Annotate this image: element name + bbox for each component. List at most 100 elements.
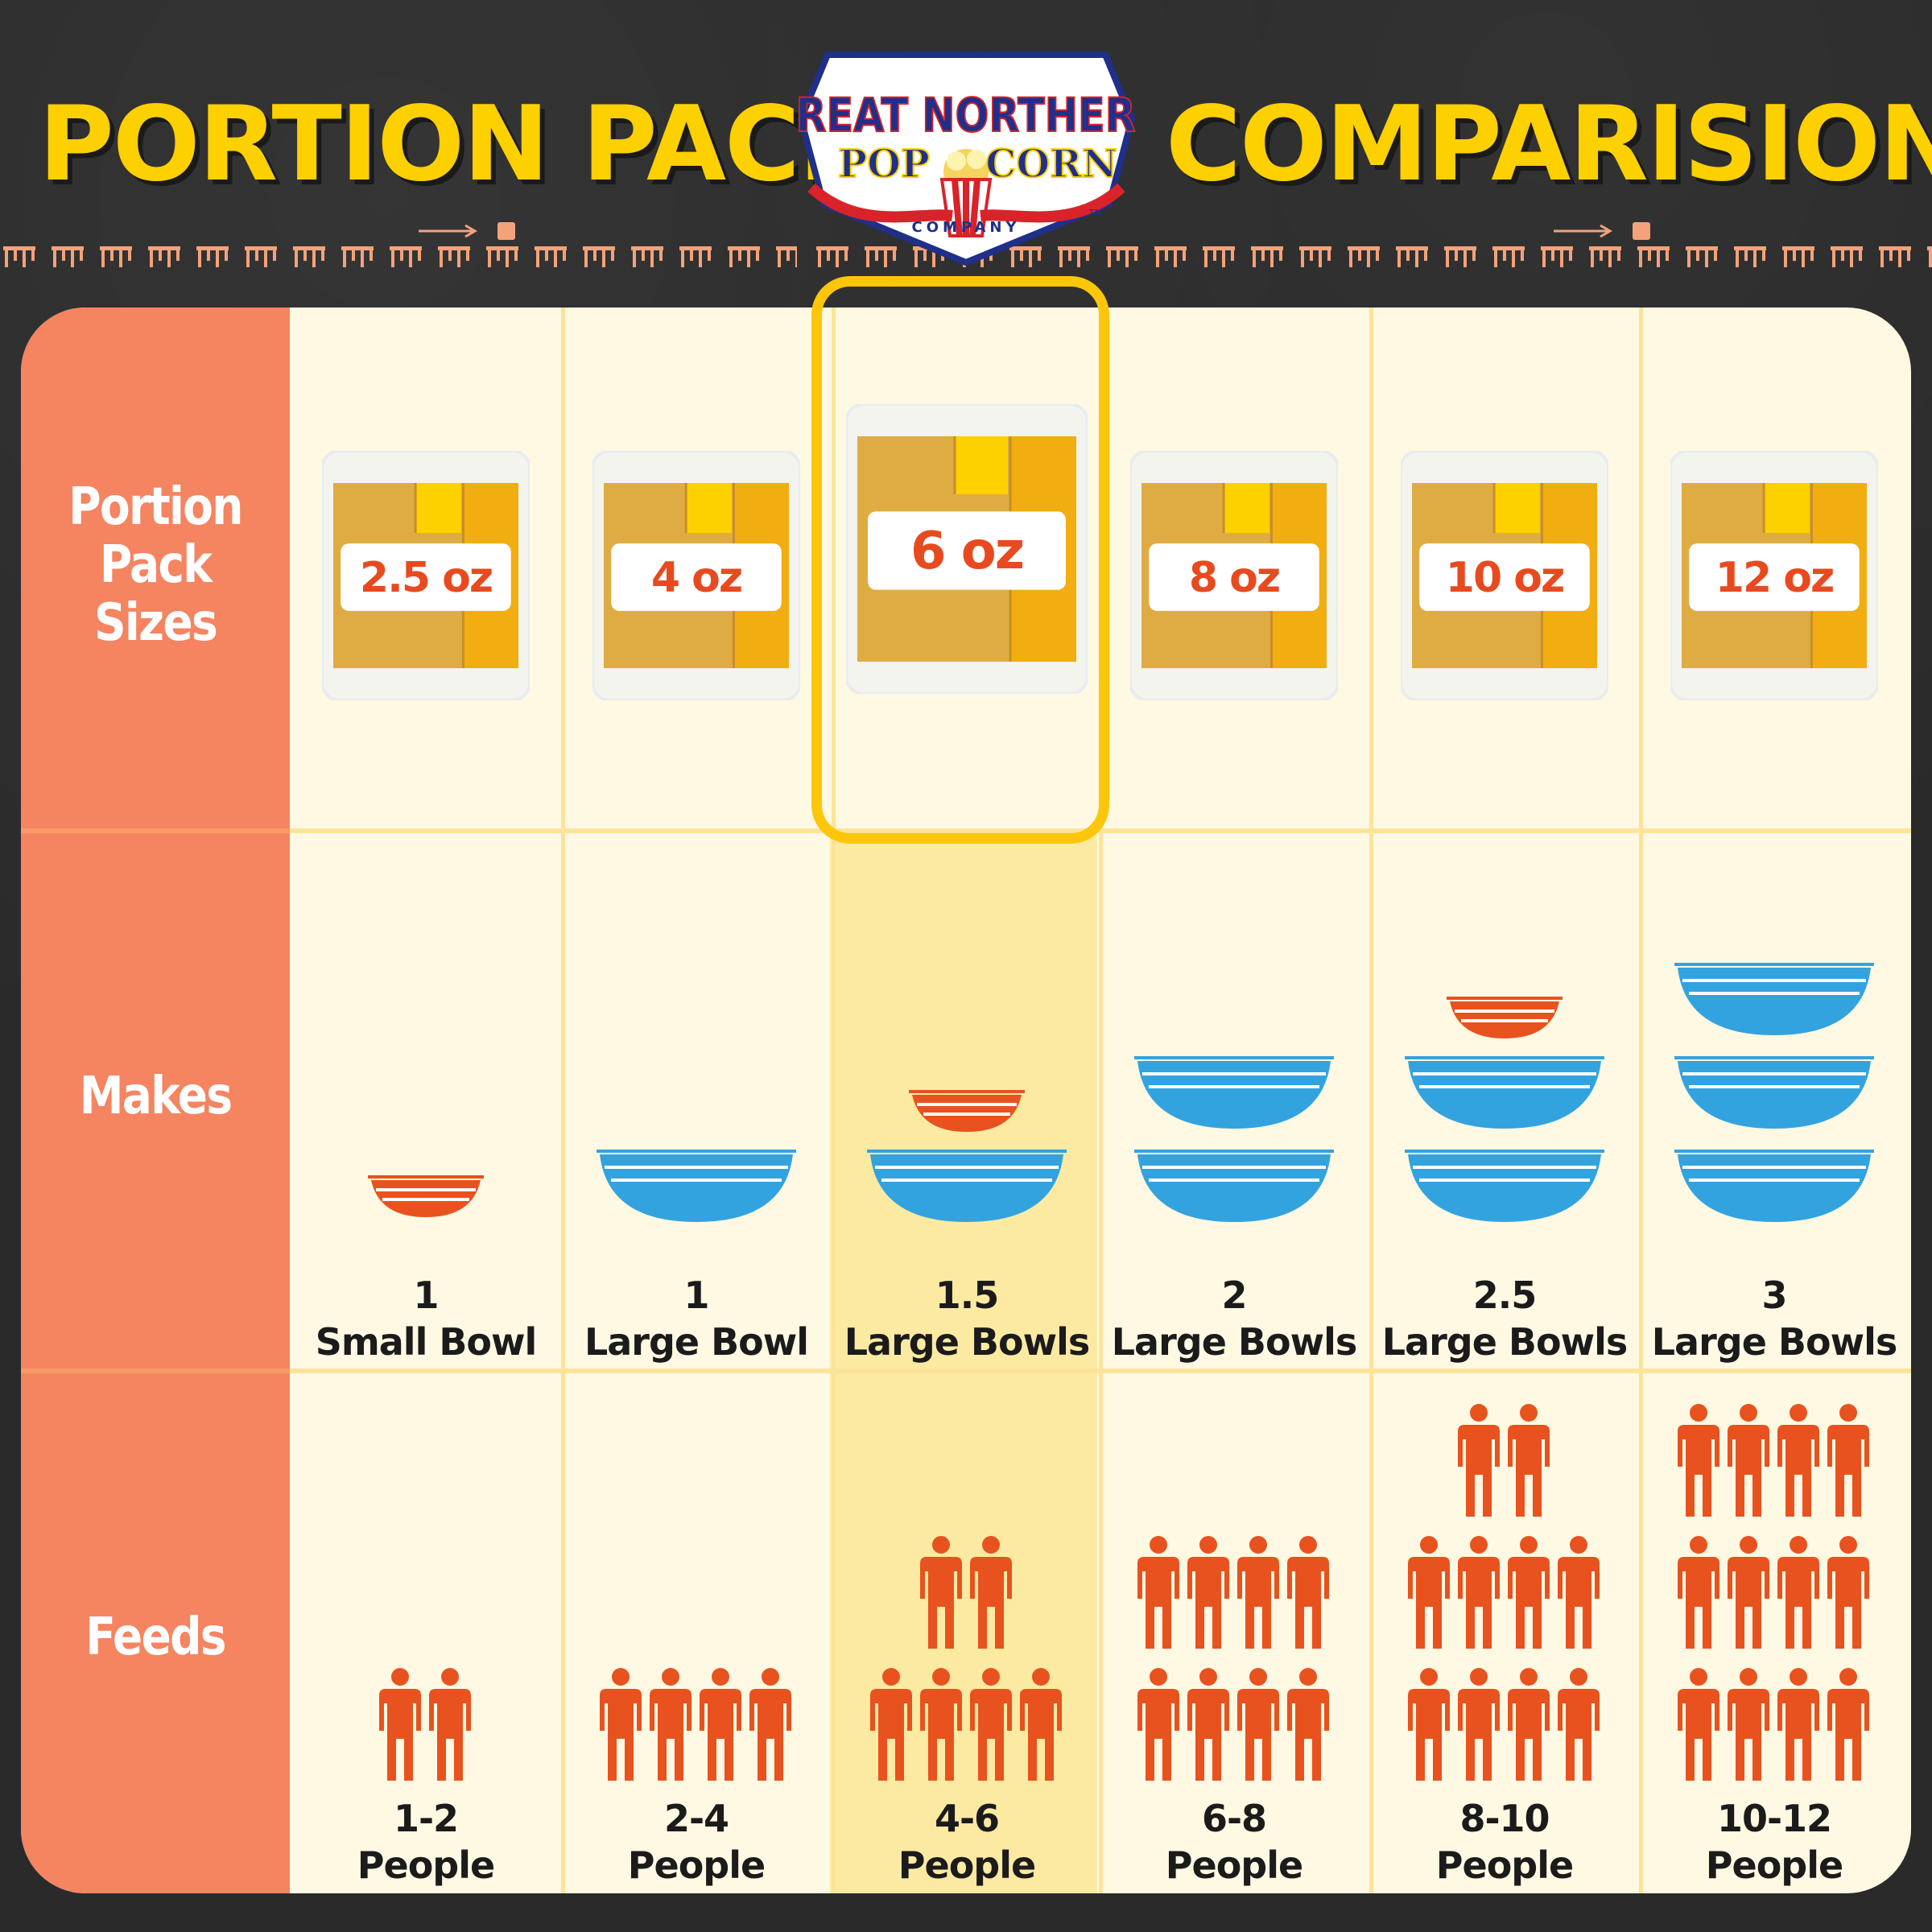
makes-unit: Large Bowls: [1111, 1320, 1358, 1364]
ruler-tick-group: [1348, 246, 1380, 267]
ruler-tick-group: [1879, 246, 1911, 267]
person-icon: [1287, 1536, 1329, 1649]
ruler-tick-group: [1637, 246, 1670, 267]
person-icon: [970, 1536, 1012, 1649]
person-icon: [1458, 1404, 1500, 1517]
portion-pack-icon: 10 oz: [1399, 449, 1610, 702]
bowls-group: [597, 1150, 796, 1222]
ruler-tick-group: [1831, 246, 1863, 267]
makes-value: 1 Small Bowl: [291, 1272, 561, 1365]
large-bowl-icon: [1134, 1150, 1334, 1222]
feeds-value: 6-8 People: [1099, 1795, 1369, 1889]
feeds-unit: People: [898, 1843, 1036, 1887]
feeds-range: 1-2: [393, 1797, 459, 1840]
person-icon: [1508, 1668, 1550, 1781]
row-label-sizes: Portion Pack Sizes: [39, 478, 270, 652]
decorative-ruler-left: [0, 211, 797, 267]
column-divider: [832, 308, 836, 1893]
feeds-unit: People: [357, 1843, 495, 1887]
ruler-tick-group: [535, 246, 567, 267]
ruler-tick-group: [1154, 246, 1187, 267]
ruler-tick-group: [1541, 246, 1573, 267]
person-icon: [1558, 1536, 1600, 1649]
bowls-group: [1674, 963, 1874, 1222]
people-group: [1408, 1404, 1600, 1781]
person-icon: [1408, 1536, 1450, 1649]
person-icon: [1777, 1404, 1819, 1517]
feeds-range: 10-12: [1716, 1797, 1832, 1840]
ruler-tick-group: [1251, 246, 1283, 267]
ruler-tick-group: [816, 246, 848, 267]
feeds-value: 10-12 People: [1639, 1795, 1909, 1889]
makes-value: 2 Large Bowls: [1099, 1272, 1369, 1365]
small-bowl-icon: [1447, 997, 1563, 1038]
person-icon: [1137, 1536, 1179, 1649]
feeds-value: 4-6 People: [832, 1795, 1102, 1889]
title-left: PORTION PACK: [39, 85, 878, 204]
bowls-group: [368, 1175, 484, 1217]
person-icon: [749, 1668, 791, 1781]
ruler-tick-group: [1927, 246, 1932, 267]
row-divider-label: [21, 1368, 290, 1373]
ruler-tick-group: [1782, 246, 1814, 267]
ruler-tick-group: [1058, 246, 1090, 267]
row-label-feeds: Feeds: [85, 1608, 226, 1667]
ruler-tick-group: [438, 246, 470, 267]
ruler-tick-group: [341, 246, 374, 267]
ruler-tick-group: [679, 246, 712, 267]
people-group: [1678, 1404, 1869, 1781]
makes-unit: Large Bowls: [1381, 1320, 1629, 1364]
person-icon: [1728, 1404, 1769, 1517]
row-label-sizes-line2: Pack: [99, 535, 213, 595]
person-icon: [1728, 1668, 1769, 1781]
row-label-column: [21, 308, 290, 1893]
ruler-tick-group: [52, 246, 84, 267]
feeds-value: 8-10 People: [1369, 1795, 1640, 1889]
row-label-makes: Makes: [79, 1067, 233, 1126]
row-label-sizes-line1: Portion: [68, 477, 243, 537]
ruler-tick-group: [100, 246, 132, 267]
person-icon: [1678, 1668, 1719, 1781]
large-bowl-icon: [1405, 1150, 1604, 1222]
person-icon: [920, 1536, 962, 1649]
portion-pack-icon: 12 oz: [1669, 449, 1880, 702]
person-icon: [700, 1668, 741, 1781]
small-bowl-icon: [909, 1090, 1025, 1132]
ruler-tick-group: [486, 246, 518, 267]
person-icon: [1678, 1404, 1719, 1517]
person-icon: [1137, 1668, 1179, 1781]
small-bowl-icon: [368, 1175, 484, 1217]
pack-size-label: 2.5 oz: [360, 554, 492, 602]
feeds-unit: People: [627, 1843, 766, 1887]
ruler-tick-group: [3, 246, 35, 267]
ruler-tick-group: [631, 246, 663, 267]
makes-value: 1 Large Bowl: [561, 1272, 832, 1365]
pack-size-label: 12 oz: [1715, 554, 1833, 602]
portion-pack-icon: 6 oz: [844, 402, 1089, 696]
person-icon: [1187, 1536, 1229, 1649]
large-bowl-icon: [1674, 1150, 1874, 1222]
feeds-unit: People: [1165, 1843, 1303, 1887]
large-bowl-icon: [1674, 1056, 1874, 1129]
feeds-range: 2-4: [663, 1797, 729, 1840]
arrow-icon: [1554, 224, 1612, 238]
person-icon: [379, 1668, 421, 1781]
person-icon: [1508, 1404, 1550, 1517]
portion-pack-icon: 4 oz: [591, 449, 802, 702]
person-icon: [1678, 1536, 1719, 1649]
comparison-table: Portion Pack Sizes Makes Feeds 2.5 oz 1 Sm…: [21, 308, 1911, 1893]
ruler-tick-group: [776, 246, 797, 267]
logo-pop: POP: [838, 142, 930, 187]
makes-count: 2.5: [1472, 1274, 1538, 1317]
column-divider: [561, 308, 565, 1893]
person-icon: [1408, 1668, 1450, 1781]
bowls-group: [867, 1090, 1067, 1222]
ruler-tick-group: [1686, 246, 1718, 267]
feeds-unit: People: [1435, 1843, 1574, 1887]
feeds-value: 1-2 People: [291, 1795, 561, 1889]
feeds-range: 4-6: [934, 1797, 1000, 1840]
ruler-tick-group: [1106, 246, 1138, 267]
people-group: [870, 1536, 1062, 1781]
bowls-group: [1405, 997, 1604, 1222]
makes-unit: Small Bowl: [315, 1320, 538, 1364]
